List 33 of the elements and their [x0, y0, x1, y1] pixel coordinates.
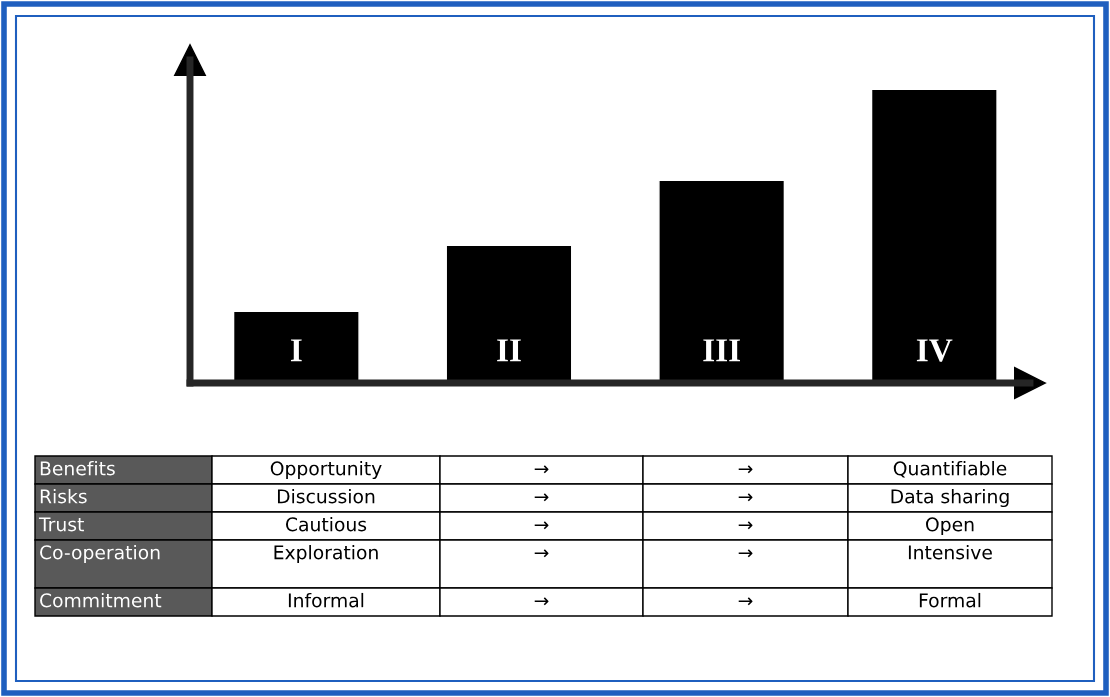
text: →: [534, 549, 549, 558]
x-tick-label: II: [497, 339, 521, 362]
text: →: [534, 493, 549, 502]
x-tick-label: III: [703, 339, 740, 362]
text: Risks: [40, 488, 87, 504]
text: Informal: [288, 592, 364, 608]
text: →: [738, 493, 753, 502]
text: Co-operation: [40, 544, 160, 564]
text: Cautious: [285, 516, 367, 532]
text: Intensive: [908, 544, 992, 560]
text: Trust: [38, 517, 84, 532]
text: →: [534, 597, 549, 606]
text: Formal: [919, 592, 981, 608]
text: Commitment: [40, 592, 162, 608]
bar: [870, 88, 998, 383]
text: Data sharing: [891, 488, 1009, 508]
text: →: [738, 549, 753, 558]
text: Opportunity: [270, 460, 382, 480]
text: Discussion: [277, 488, 375, 504]
text: →: [738, 465, 753, 474]
text: Open: [926, 517, 974, 536]
text: →: [534, 521, 549, 530]
bar: [445, 244, 573, 383]
x-tick-label: IV: [916, 339, 953, 362]
text: Exploration: [274, 544, 378, 564]
bar: [232, 310, 360, 383]
bar: [658, 179, 786, 383]
text: →: [738, 597, 753, 606]
text: Quantifiable: [893, 460, 1007, 478]
x-tick-label: I: [290, 339, 302, 362]
text: Benefits: [40, 460, 115, 476]
text: →: [738, 521, 753, 530]
text: →: [534, 465, 549, 474]
